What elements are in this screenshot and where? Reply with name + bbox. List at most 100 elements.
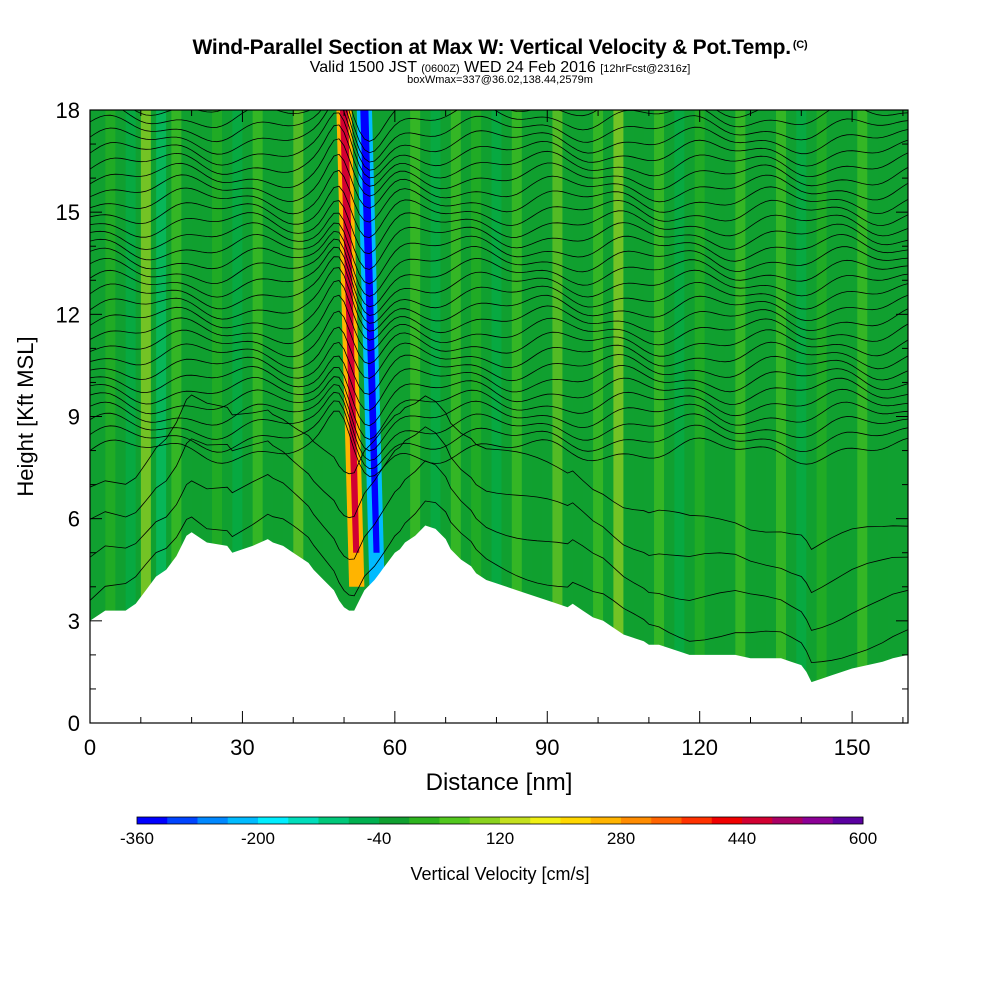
colorbar-swatch bbox=[802, 817, 834, 824]
y-tick-label: 15 bbox=[56, 200, 80, 225]
colorbar-swatch bbox=[832, 817, 864, 824]
terrain bbox=[90, 525, 908, 723]
y-tick-label: 12 bbox=[56, 302, 80, 327]
velocity-stripe bbox=[156, 110, 167, 723]
velocity-stripe bbox=[775, 110, 786, 723]
x-tick-label: 90 bbox=[535, 735, 559, 760]
y-tick-label: 18 bbox=[56, 98, 80, 123]
isentrope-line bbox=[121, 110, 908, 154]
isentrope-line bbox=[90, 246, 908, 316]
y-tick-label: 3 bbox=[68, 609, 80, 634]
isentrope-line-low bbox=[90, 394, 908, 550]
colorbar-swatch bbox=[681, 817, 713, 824]
colorbar-swatch bbox=[742, 817, 773, 824]
x-tick-label: 150 bbox=[834, 735, 871, 760]
velocity-stripe bbox=[293, 110, 304, 723]
isentrope-line bbox=[90, 222, 908, 285]
velocity-stripe bbox=[105, 110, 116, 723]
velocity-stripe bbox=[313, 110, 324, 723]
valid-date: WED 24 Feb 2016 bbox=[464, 59, 596, 76]
colorbar-tick-label: 600 bbox=[849, 829, 877, 848]
colorbar-swatch bbox=[348, 817, 380, 824]
x-tick-label: 0 bbox=[84, 735, 96, 760]
colorbar-swatch bbox=[197, 817, 229, 824]
colorbar-tick-label: 440 bbox=[728, 829, 756, 848]
box-info: boxWmax=337@36.02,138.44,2579m bbox=[407, 74, 593, 86]
isentrope-line bbox=[90, 376, 908, 440]
velocity-stripe bbox=[816, 110, 827, 723]
colorbar-swatch bbox=[379, 817, 410, 824]
isentrope-line bbox=[90, 384, 908, 452]
velocity-stripe bbox=[471, 110, 482, 723]
colorbar-swatch bbox=[772, 817, 803, 824]
isentrope-line bbox=[90, 185, 908, 239]
velocity-stripe bbox=[191, 110, 202, 723]
isentrope-line-low bbox=[90, 426, 908, 594]
colorbar-swatch bbox=[288, 817, 319, 824]
velocity-stripe bbox=[613, 110, 624, 723]
velocity-stripe bbox=[633, 110, 644, 723]
isentrope-line bbox=[90, 355, 908, 411]
colorbar-swatch bbox=[258, 817, 289, 824]
isentrope-line bbox=[90, 410, 908, 477]
chart-subtitle: Valid 1500 JST (0600Z) WED 24 Feb 2016 [… bbox=[0, 59, 1000, 77]
isentrope-line bbox=[90, 238, 908, 308]
isentrope-line bbox=[90, 294, 908, 352]
velocity-stripe bbox=[735, 110, 746, 723]
isentrope-line bbox=[90, 267, 908, 332]
title-block: Wind-Parallel Section at Max W: Vertical… bbox=[0, 36, 1000, 86]
isentrope-line bbox=[90, 341, 908, 395]
velocity-stripe bbox=[593, 110, 604, 723]
colorbar-label: Vertical Velocity [cm/s] bbox=[410, 864, 589, 884]
colorbar-swatch bbox=[227, 817, 259, 824]
plot-area bbox=[90, 110, 908, 723]
colorbar-tick-label: -200 bbox=[241, 829, 275, 848]
colorbar-frame bbox=[136, 816, 864, 825]
y-tick-label: 9 bbox=[68, 405, 80, 430]
velocity-stripe bbox=[572, 110, 583, 723]
velocity-stripe bbox=[430, 110, 441, 723]
isentrope-line bbox=[90, 200, 908, 255]
x-tick-label: 30 bbox=[230, 735, 254, 760]
colorbar-swatch bbox=[409, 817, 440, 824]
velocity-stripe bbox=[410, 110, 421, 723]
y-axis-label: Height [Kft MSL] bbox=[13, 336, 38, 496]
velocity-stripe bbox=[491, 110, 502, 723]
isentrope-line-low bbox=[90, 500, 908, 664]
colorbar-tick-label: -40 bbox=[367, 829, 392, 848]
velocity-stripe bbox=[212, 110, 223, 723]
velocity-stripe bbox=[532, 110, 543, 723]
isentrope-line bbox=[90, 230, 908, 297]
isentrope-line bbox=[90, 391, 908, 461]
isentrope-line bbox=[90, 169, 908, 223]
colorbar-swatch bbox=[530, 817, 561, 824]
velocity-stripe bbox=[252, 110, 263, 723]
x-tick-label: 60 bbox=[383, 735, 407, 760]
isentrope-line bbox=[90, 112, 908, 179]
velocity-stripe bbox=[715, 110, 726, 723]
colorbar-swatch bbox=[651, 817, 682, 824]
velocity-stripe bbox=[552, 110, 563, 723]
isentrope-line bbox=[90, 400, 908, 470]
velocity-stripe bbox=[511, 110, 522, 723]
title-text: Wind-Parallel Section at Max W: Vertical… bbox=[192, 36, 792, 59]
isentrope-line bbox=[90, 110, 908, 163]
velocity-stripe bbox=[857, 110, 868, 723]
y-tick-label: 6 bbox=[68, 507, 80, 532]
velocity-stripe bbox=[272, 110, 283, 723]
velocity-stripe bbox=[171, 110, 182, 723]
colorbar-swatch bbox=[469, 817, 501, 824]
isentrope-line bbox=[90, 256, 908, 324]
velocity-stripe bbox=[140, 110, 151, 723]
velocity-stripe bbox=[796, 110, 807, 723]
isentrope-line bbox=[90, 124, 908, 187]
colorbar-swatch bbox=[590, 817, 622, 824]
isentrope-line-low bbox=[90, 460, 908, 631]
velocity-stripe bbox=[755, 110, 766, 723]
chart-title: Wind-Parallel Section at Max W: Vertical… bbox=[0, 36, 1000, 60]
colorbar-swatch bbox=[621, 817, 652, 824]
colorbar-swatch bbox=[560, 817, 592, 824]
velocity-stripe bbox=[450, 110, 461, 723]
velocity-stripe bbox=[674, 110, 685, 723]
